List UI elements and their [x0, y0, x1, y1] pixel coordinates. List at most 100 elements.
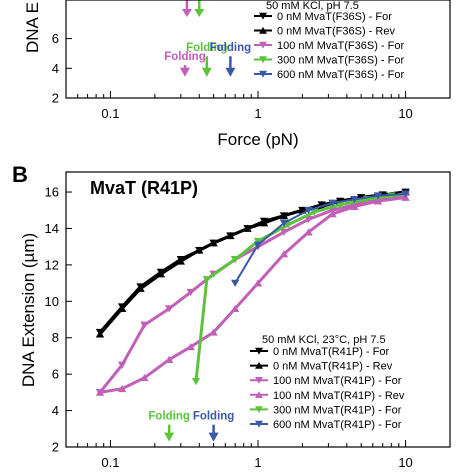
series-2-point: [186, 288, 195, 296]
folding-arrow-head: [164, 432, 175, 442]
series-2-point: [279, 228, 289, 236]
panel-b-title: MvaT (R41P): [90, 178, 198, 198]
series-1-point: [243, 224, 252, 232]
series-3-point: [304, 228, 313, 236]
panel-b-ytick-label: 2: [52, 440, 59, 455]
panel-a-xlabel: Force (pN): [217, 130, 298, 149]
series-4-point: [335, 201, 345, 209]
series-2-point: [117, 361, 127, 369]
folding-arrow-head: [179, 67, 190, 77]
series-line-4: [194, 192, 406, 382]
series-line-3: [99, 196, 406, 394]
series-5-point: [328, 199, 337, 207]
legend-entry-label: 600 nM MvaT(F36S) - For: [277, 69, 404, 81]
panel-a-xtick-label: 0.1: [101, 106, 119, 121]
panel-b-ytick-label: 4: [52, 403, 59, 418]
legend-entry-label: 100 nM MvaT(F36S) - For: [277, 40, 404, 52]
legend-marker: [255, 377, 263, 384]
series-3-point: [253, 279, 263, 287]
clipped-arrow-head: [194, 9, 205, 17]
panel-b-x-ticks: 0.1 1 10: [65, 440, 451, 470]
legend-entry-label: 0 nM MvaT(R41P) - Rev: [273, 361, 393, 373]
series-1-point: [195, 246, 204, 254]
series-4-point: [309, 208, 319, 216]
panel-a-xtick-label: 1: [254, 106, 261, 121]
panel-b-legend: 50 mM KCl, 23°C, pH 7.5 0 nM MvaT(R41P) …: [250, 334, 405, 431]
panel-b-frame: [65, 171, 451, 448]
panel-b-ytick-label: 8: [52, 330, 59, 345]
series-1-point: [209, 239, 218, 247]
series-1-point: [136, 284, 145, 292]
series-3-point: [140, 374, 149, 382]
panel-b-y-ticks: 2 4 6 8 10 12 14 16: [45, 185, 72, 455]
panel-a-frame: [65, 0, 451, 99]
legend-entry-label: 100 nM MvaT(R41P) - For: [273, 375, 402, 387]
legend-marker: [259, 12, 267, 20]
panel-b: B MvaT (R41P) DNA Extension (µm) 2 4 6 8 10 1…: [12, 162, 451, 470]
panel-b-ytick-label: 6: [52, 367, 59, 382]
series-1-point: [156, 270, 166, 278]
legend-marker: [255, 347, 263, 355]
folding-annotation-label: Folding: [186, 42, 228, 54]
legend-entry-label: 0 nM MvaT(R41P) - For: [273, 346, 389, 358]
legend-marker: [255, 391, 263, 398]
legend-marker: [259, 41, 267, 49]
series-5-point: [401, 190, 410, 198]
folding-annotation-label: Folding: [193, 411, 235, 423]
series-5-point: [350, 195, 359, 204]
series-5-point: [304, 206, 313, 215]
panel-b-marks: [95, 188, 410, 397]
series-3-point: [328, 210, 337, 218]
series-3-point: [350, 202, 359, 210]
series-4-point: [253, 237, 263, 245]
clipped-arrow-head: [181, 9, 192, 17]
panel-b-xtick-label: 10: [398, 455, 412, 470]
panel-b-xtick-label: 1: [254, 455, 261, 470]
folding-annotation-label: Folding: [164, 51, 206, 63]
series-1-point: [95, 330, 105, 338]
series-line-0: [98, 190, 406, 334]
legend-marker: [259, 56, 267, 64]
panel-b-ytick-label: 12: [45, 257, 59, 272]
series-4-point: [191, 378, 201, 386]
series-3-point: [373, 197, 383, 205]
series-3-point: [209, 328, 218, 336]
series-1-point: [259, 219, 269, 227]
legend-marker: [259, 70, 267, 78]
panel-a-ylabel: DNA E: [23, 2, 42, 53]
legend-entry-label: 600 nM MvaT(R41P) - For: [273, 419, 402, 431]
panel-a-xtick-label: 10: [398, 106, 412, 121]
panel-a-ytick-label: 4: [52, 61, 59, 76]
series-3-point: [117, 384, 127, 393]
legend-entry-label: 0 nM MvaT(F36S) - Rev: [277, 26, 395, 38]
legend-marker: [255, 420, 263, 428]
series-3-point: [230, 304, 240, 312]
legend-entry-label: 100 nM MvaT(R41P) - Rev: [273, 390, 405, 402]
legend-marker: [255, 406, 263, 413]
legend-entry-label: 300 nM MvaT(R41P) - For: [273, 404, 402, 416]
series-4-point: [230, 256, 240, 264]
series-1-point: [279, 211, 289, 220]
series-3-point: [279, 250, 289, 258]
panel-a: DNA E 2 4 6 0.1 1 10 50 mM KCl, pH 7.5 0 nM …: [23, 0, 451, 149]
series-3-point: [164, 355, 174, 363]
series-4-point: [202, 276, 212, 284]
panel-a-x-ticks: 0.1 1 10: [65, 91, 451, 121]
folding-annotation-label: Folding: [148, 411, 190, 423]
series-1-point: [117, 304, 127, 312]
series-5-point: [253, 241, 263, 249]
folding-annotation-label: Folding: [210, 42, 252, 54]
panel-b-ytick-label: 16: [45, 185, 59, 200]
series-2-point: [140, 321, 149, 329]
panel-b-ytick-label: 10: [45, 294, 59, 309]
panel-b-ytick-label: 14: [45, 221, 59, 236]
series-line-2: [98, 194, 406, 394]
series-5-point: [279, 219, 289, 227]
series-5-point: [373, 192, 383, 200]
panel-b-letter: B: [12, 162, 28, 187]
legend-marker: [255, 362, 263, 369]
series-2-point: [164, 305, 174, 313]
panel-b-ylabel: DNA Extension (µm): [19, 233, 38, 387]
